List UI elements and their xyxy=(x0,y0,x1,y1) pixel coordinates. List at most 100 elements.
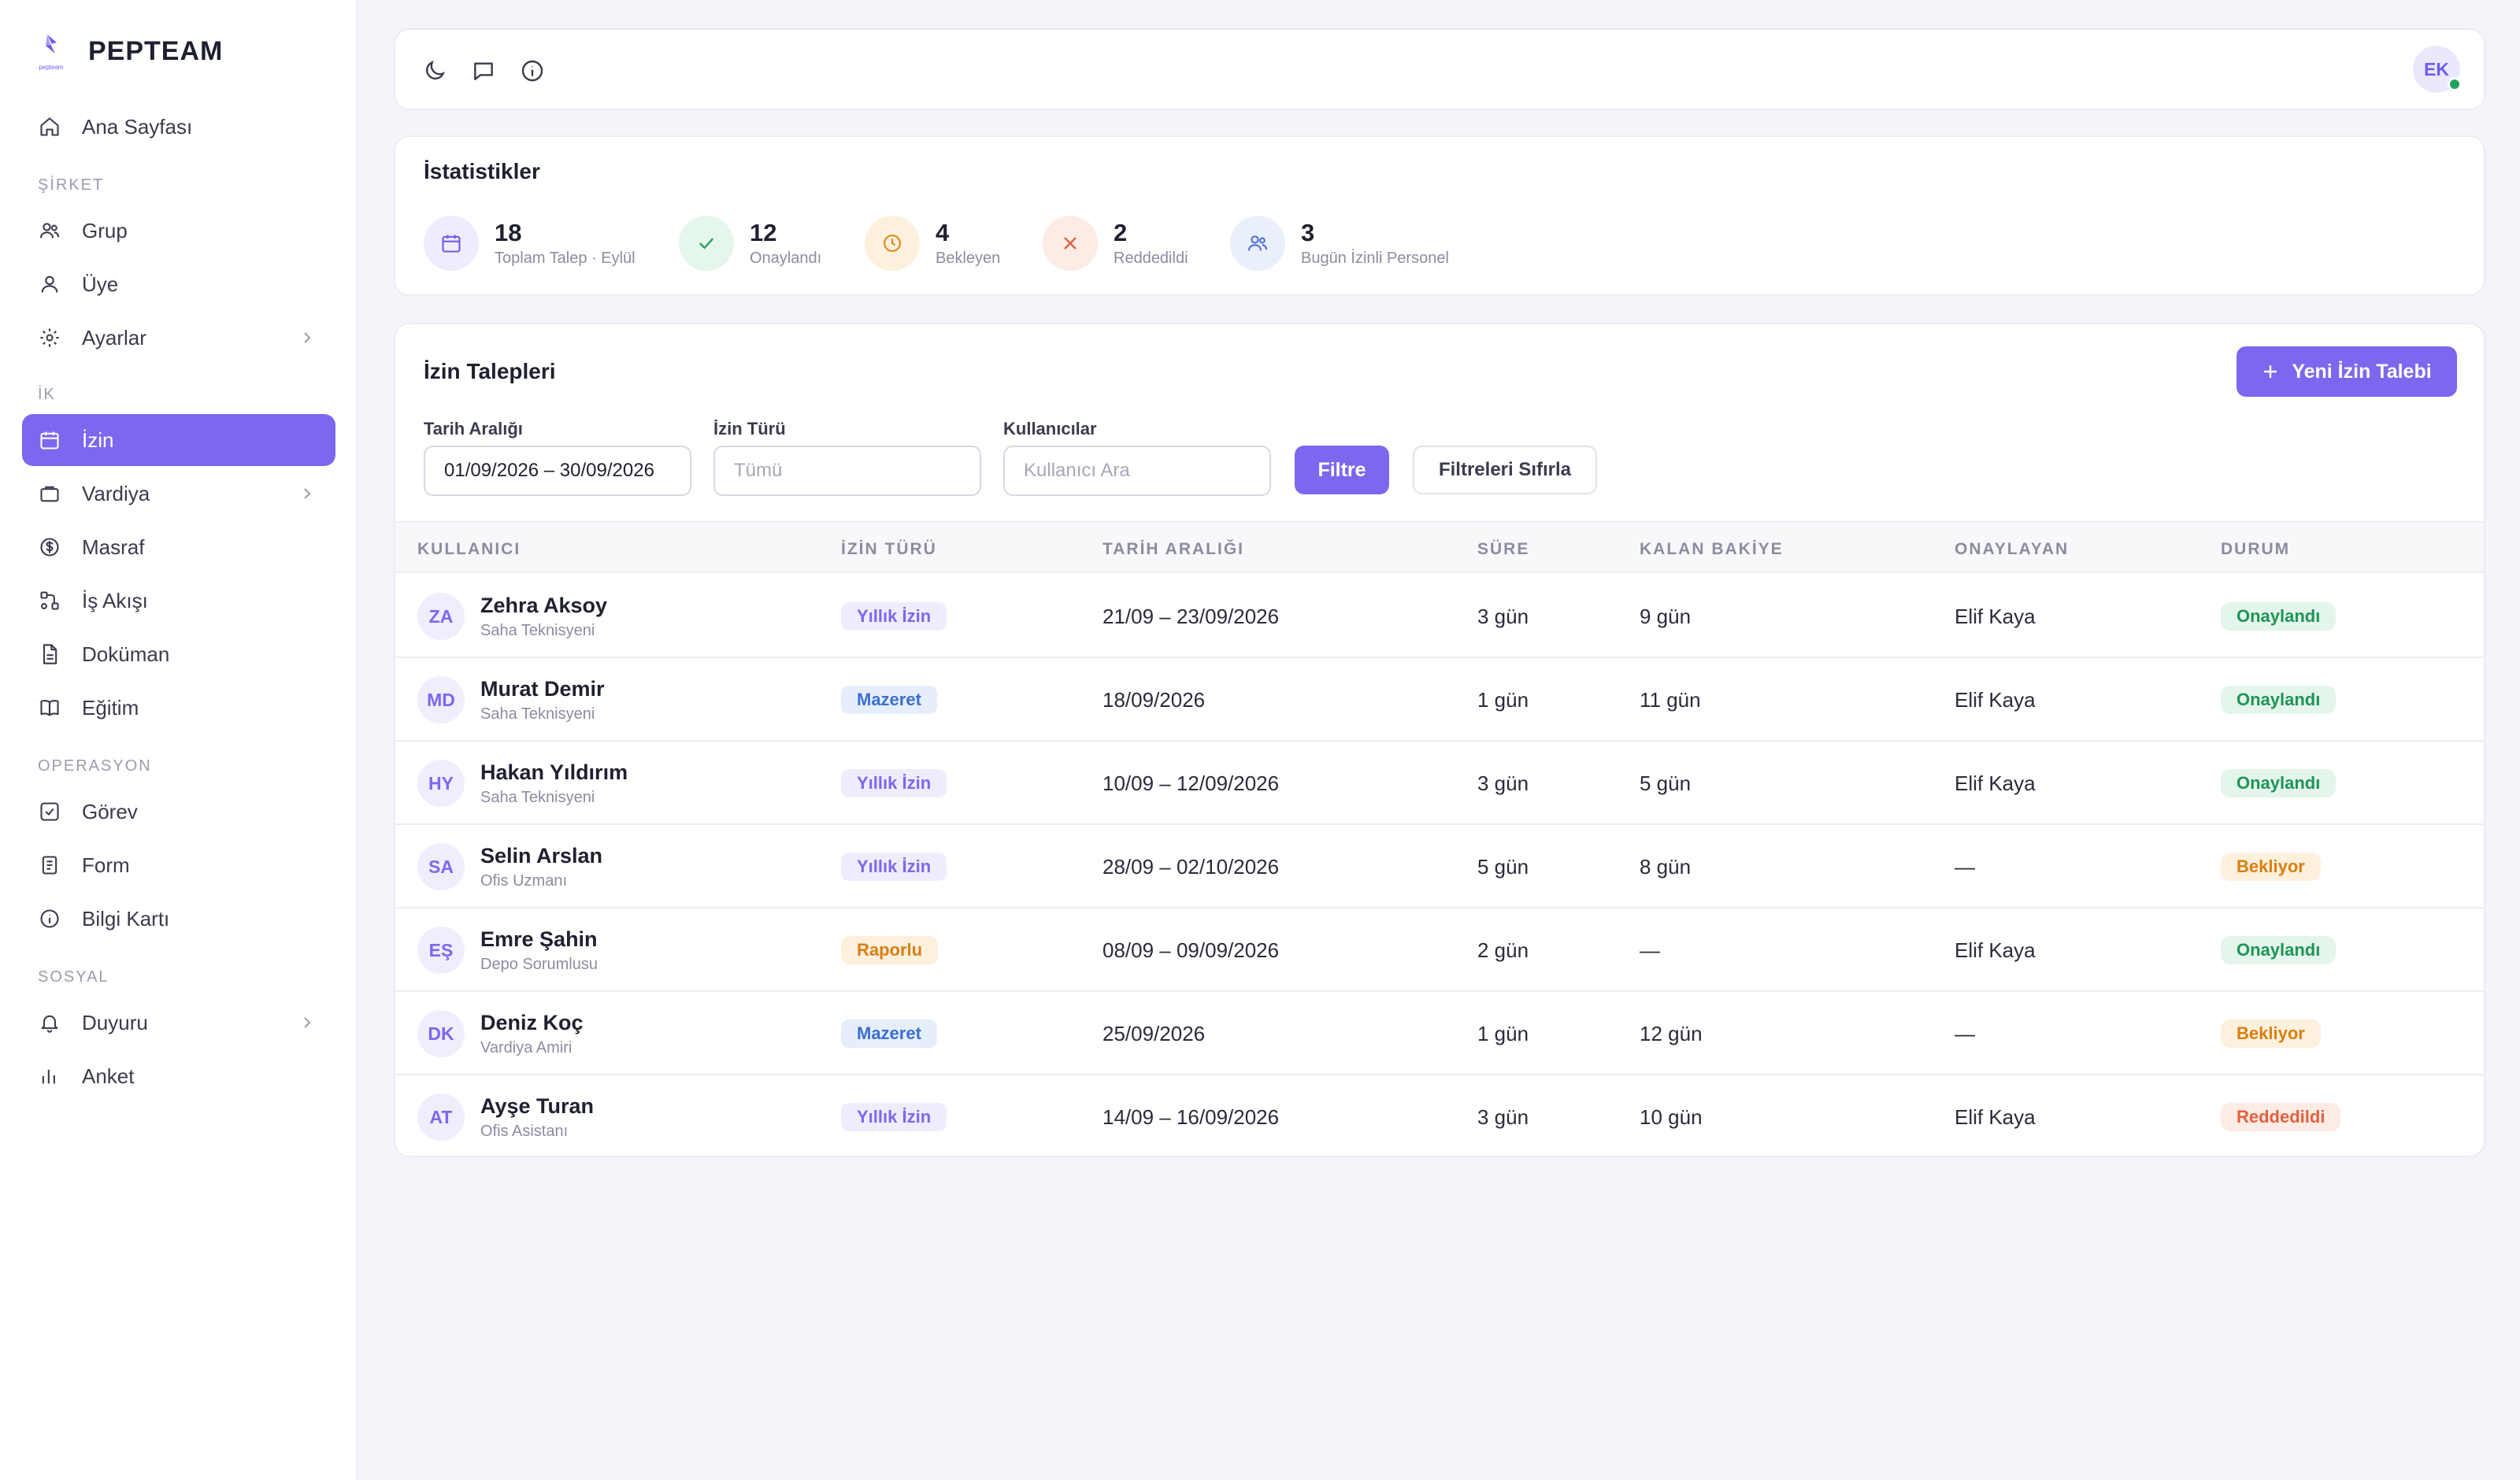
table-row[interactable]: HY Hakan Yıldırım Saha Teknisyeni Yıllık İz… xyxy=(395,742,2484,825)
sidebar-item-form[interactable]: Form xyxy=(22,839,335,891)
section-social: SOSYAL xyxy=(38,968,109,986)
column-header[interactable]: ONAYLAYAN xyxy=(1955,540,2070,558)
info-icon[interactable] xyxy=(520,58,545,83)
x-icon xyxy=(1043,216,1098,271)
date-range-input[interactable]: 01/09/2026 – 30/09/2026 xyxy=(424,446,691,496)
sidebar-item-label: Duyuru xyxy=(82,1010,148,1034)
user-avatar[interactable]: EK xyxy=(2413,46,2462,93)
user-name[interactable]: Emre Şahin xyxy=(480,927,598,951)
table-row[interactable]: AT Ayşe Turan Ofis Asistanı Yıllık İzin 14/0… xyxy=(395,1075,2484,1156)
column-header[interactable]: KULLANICI xyxy=(417,540,521,558)
sidebar-item-task[interactable]: Görev xyxy=(22,786,335,838)
new-leave-request-button[interactable]: Yeni İzin Talebi xyxy=(2236,346,2457,397)
leave-type-badge: Yıllık İzin xyxy=(841,1103,947,1131)
sidebar-item-home[interactable]: Ana Sayfası xyxy=(22,101,335,153)
sidebar-item-survey[interactable]: Anket xyxy=(22,1050,335,1102)
table-row[interactable]: SA Selin Arslan Ofis Uzmanı Yıllık İzin 28/0… xyxy=(395,825,2484,908)
duration-cell: 5 gün xyxy=(1477,855,1529,879)
avatar: MD xyxy=(417,676,465,723)
section-operations: OPERASYON xyxy=(38,757,152,775)
user-role: Saha Teknisyeni xyxy=(480,705,595,723)
approver-cell: Elif Kaya xyxy=(1955,938,2036,962)
moon-icon[interactable] xyxy=(422,58,447,83)
leave-type-badge: Yıllık İzin xyxy=(841,769,947,797)
sidebar-item-settings[interactable]: Ayarlar xyxy=(22,312,335,364)
column-header[interactable]: DURUM xyxy=(2221,540,2291,558)
stat-item: 12 Onaylandı xyxy=(679,216,821,271)
sidebar-item-label: Ana Sayfası xyxy=(82,114,193,139)
sidebar-item-announcement[interactable]: Duyuru xyxy=(22,997,335,1049)
table-row[interactable]: DK Deniz Koç Vardiya Amiri Mazeret 25/09/202… xyxy=(395,992,2484,1075)
sidebar-item-training[interactable]: Eğitim xyxy=(22,682,335,734)
user-name[interactable]: Ayşe Turan xyxy=(480,1094,595,1118)
stat-item: 18 Toplam Talep · Eylül xyxy=(424,216,636,271)
column-header[interactable]: SÜRE xyxy=(1477,540,1530,558)
stat-item: 3 Bugün İzinli Personel xyxy=(1230,216,1449,271)
briefcase-icon xyxy=(38,482,61,505)
logo-caption: pepteam xyxy=(39,64,64,71)
filter-button[interactable]: Filtre xyxy=(1295,446,1389,494)
sidebar-item-label: Bilgi Kartı xyxy=(82,906,170,931)
stat-value: 4 xyxy=(936,218,950,246)
section-hr: İK xyxy=(38,386,56,403)
chat-icon[interactable] xyxy=(471,58,496,83)
sidebar-item-label: Anket xyxy=(82,1064,135,1088)
sidebar-item-member[interactable]: Üye xyxy=(22,258,335,310)
online-indicator xyxy=(2448,77,2462,91)
leave-type-select[interactable]: Tümü xyxy=(713,446,981,496)
form-icon xyxy=(38,853,61,877)
column-header[interactable]: İZİN TÜRÜ xyxy=(841,540,937,558)
check-icon xyxy=(679,216,734,271)
sidebar-item-workflow[interactable]: İş Akışı xyxy=(22,575,335,627)
table-row[interactable]: MD Murat Demir Saha Teknisyeni Mazeret 18/09… xyxy=(395,658,2484,742)
column-header[interactable]: TARİH ARALIĞI xyxy=(1102,540,1244,558)
sidebar-item-label: Eğitim xyxy=(82,695,139,720)
balance-cell: 11 gün xyxy=(1640,688,1701,712)
sidebar-item-label: İş Akışı xyxy=(82,588,148,612)
sidebar-item-leave[interactable]: İzin xyxy=(22,414,335,466)
date-range-cell: 14/09 – 16/09/2026 xyxy=(1102,1105,1280,1129)
book-icon xyxy=(38,696,61,720)
balance-cell: 8 gün xyxy=(1640,855,1692,879)
duration-cell: 3 gün xyxy=(1477,1105,1529,1129)
status-badge: Bekliyor xyxy=(2221,853,2321,881)
sidebar-item-info-card[interactable]: Bilgi Kartı xyxy=(22,893,335,945)
user-role: Ofis Uzmanı xyxy=(480,872,568,890)
leave-type-badge: Yıllık İzin xyxy=(841,853,947,881)
table-row[interactable]: EŞ Emre Şahin Depo Sorumlusu Raporlu 08/09 –… xyxy=(395,908,2484,992)
approver-cell: Elif Kaya xyxy=(1955,688,2036,712)
table-row[interactable]: ZA Zehra Aksoy Saha Teknisyeni Yıllık İzin 2… xyxy=(395,575,2484,658)
status-badge: Reddedildi xyxy=(2221,1103,2341,1131)
clock-icon xyxy=(865,216,920,271)
user-role: Vardiya Amiri xyxy=(480,1039,573,1056)
sidebar-item-document[interactable]: Doküman xyxy=(22,628,335,680)
leave-type-label: İzin Türü xyxy=(713,419,786,438)
chevron-right-icon xyxy=(299,486,315,501)
user-name[interactable]: Selin Arslan xyxy=(480,844,603,868)
stat-label: Bekleyen xyxy=(936,249,1001,267)
sidebar-item-group[interactable]: Grup xyxy=(22,205,335,257)
sidebar-item-label: Vardiya xyxy=(82,481,150,505)
user-search-input[interactable]: Kullanıcı Ara xyxy=(1003,446,1271,496)
balance-cell: 10 gün xyxy=(1640,1105,1703,1129)
sidebar-item-shift[interactable]: Vardiya xyxy=(22,468,335,520)
avatar: SA xyxy=(417,843,465,890)
approver-cell: Elif Kaya xyxy=(1955,771,2036,795)
user-name[interactable]: Hakan Yıldırım xyxy=(480,760,628,784)
user-name[interactable]: Zehra Aksoy xyxy=(480,594,608,617)
sidebar-item-expense[interactable]: Masraf xyxy=(22,521,335,573)
sidebar-item-label: Grup xyxy=(82,218,128,242)
section-company: ŞİRKET xyxy=(38,176,105,194)
user-name[interactable]: Murat Demir xyxy=(480,677,605,701)
stats-title: İstatistikler xyxy=(424,159,540,183)
users-label: Kullanıcılar xyxy=(1003,419,1097,438)
user-name[interactable]: Deniz Koç xyxy=(480,1011,584,1034)
sidebar-item-label: Üye xyxy=(82,272,119,296)
brand[interactable]: pepteam PEPTEAM xyxy=(32,31,223,71)
reset-filters-button[interactable]: Filtreleri Sıfırla xyxy=(1413,446,1597,494)
status-badge: Bekliyor xyxy=(2221,1019,2321,1048)
sidebar-item-label: Form xyxy=(82,853,130,877)
topbar: EK xyxy=(394,28,2485,110)
users-icon xyxy=(1230,216,1285,271)
column-header[interactable]: KALAN BAKİYE xyxy=(1640,540,1784,558)
